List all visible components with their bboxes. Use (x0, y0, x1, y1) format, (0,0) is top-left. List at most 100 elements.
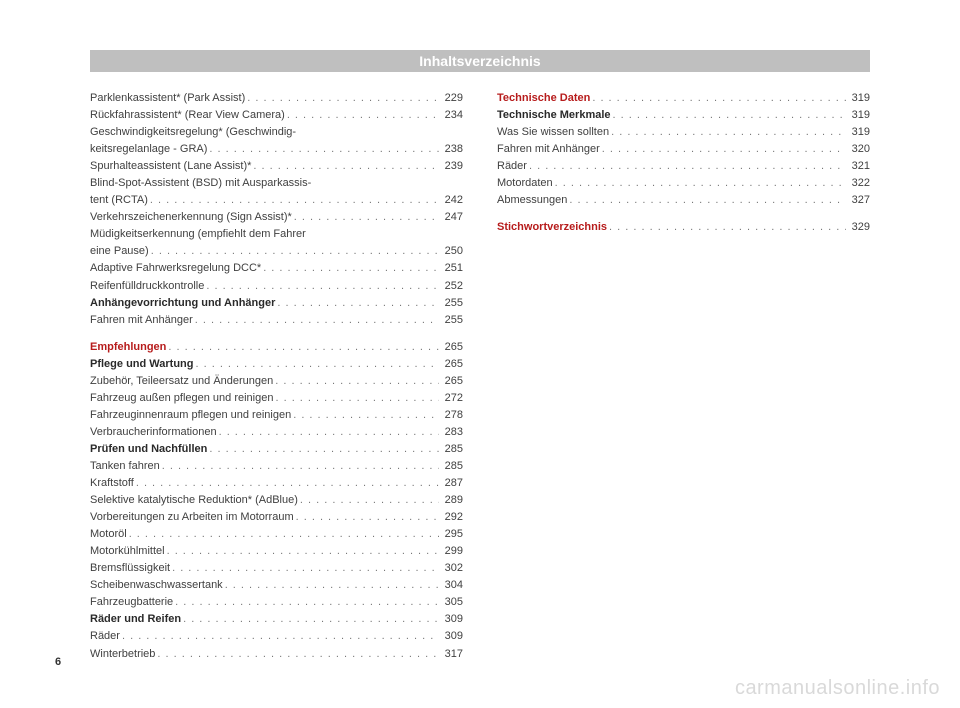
toc-entry: Verbraucherinformationen . . . . . . . .… (90, 424, 463, 441)
toc-entry-label: Motorkühlmittel (90, 543, 165, 560)
toc-dots: . . . . . . . . . . . . . . . . . . . . … (527, 158, 846, 175)
watermark: carmanualsonline.info (735, 677, 940, 700)
toc-entry: Was Sie wissen sollten . . . . . . . . .… (497, 124, 870, 141)
toc-entry: Rückfahrassistent* (Rear View Camera) . … (90, 107, 463, 124)
toc-entry-label: Adaptive Fahrwerksregelung DCC* (90, 260, 261, 277)
toc-dots: . . . . . . . . . . . . . . . . . . . . … (170, 560, 439, 577)
toc-entry: Scheibenwaschwassertank . . . . . . . . … (90, 577, 463, 594)
toc-page-number: 317 (439, 646, 463, 663)
toc-entry: Anhängevorrichtung und Anhänger . . . . … (90, 295, 463, 312)
toc-page-number: 238 (439, 141, 463, 158)
toc-dots: . . . . . . . . . . . . . . . . . . . . … (567, 192, 845, 209)
toc-page-number: 319 (846, 107, 870, 124)
toc-page-number: 309 (439, 611, 463, 628)
toc-page-number: 289 (439, 492, 463, 509)
toc-page-number: 299 (439, 543, 463, 560)
toc-entry-label: Technische Daten (497, 90, 590, 107)
toc-entry: Motorkühlmittel . . . . . . . . . . . . … (90, 543, 463, 560)
toc-dots: . . . . . . . . . . . . . . . . . . . . … (273, 373, 438, 390)
toc-page-number: 255 (439, 312, 463, 329)
toc-dots: . . . . . . . . . . . . . . . . . . . . … (609, 124, 846, 141)
toc-dots: . . . . . . . . . . . . . . . . . . . . … (273, 390, 438, 407)
toc-dots: . . . . . . . . . . . . . . . . . . . . … (207, 441, 438, 458)
toc-entry-label: Fahrzeuginnenraum pflegen und reinigen (90, 407, 291, 424)
toc-dots: . . . . . . . . . . . . . . . . . . . . … (166, 339, 438, 356)
toc-entry: Zubehör, Teileersatz und Änderungen . . … (90, 373, 463, 390)
toc-page-number: 295 (439, 526, 463, 543)
toc-entry: Fahren mit Anhänger . . . . . . . . . . … (497, 141, 870, 158)
toc-dots: . . . . . . . . . . . . . . . . . . . . … (291, 407, 438, 424)
toc-entry: Räder und Reifen . . . . . . . . . . . .… (90, 611, 463, 628)
toc-entry-label: Selektive katalytische Reduktion* (AdBlu… (90, 492, 298, 509)
toc-entry: Müdigkeitserkennung (empfiehlt dem Fahre… (90, 226, 463, 260)
toc-entry-label: Müdigkeitserkennung (empfiehlt dem Fahre… (90, 226, 463, 243)
toc-dots: . . . . . . . . . . . . . . . . . . . . … (261, 260, 438, 277)
toc-entry-label: Prüfen und Nachfüllen (90, 441, 207, 458)
toc-dots: . . . . . . . . . . . . . . . . . . . . … (165, 543, 439, 560)
toc-entry-label: Räder (90, 628, 120, 645)
toc-page-number: 285 (439, 441, 463, 458)
toc-entry: Technische Daten . . . . . . . . . . . .… (497, 90, 870, 107)
toc-entry-label: Rückfahrassistent* (Rear View Camera) (90, 107, 285, 124)
toc-column-2: Technische Daten . . . . . . . . . . . .… (497, 90, 870, 663)
toc-entry: Vorbereitungen zu Arbeiten im Motorraum … (90, 509, 463, 526)
toc-dots: . . . . . . . . . . . . . . . . . . . . … (251, 158, 438, 175)
toc-page-number: 287 (439, 475, 463, 492)
toc-entry-label: Fahren mit Anhänger (497, 141, 600, 158)
toc-entry-label: Geschwindigkeitsregelung* (Geschwindig- (90, 124, 463, 141)
toc-entry: Prüfen und Nachfüllen . . . . . . . . . … (90, 441, 463, 458)
toc-page-number: 327 (846, 192, 870, 209)
toc-entry-label: Winterbetrieb (90, 646, 155, 663)
toc-entry-label: Räder und Reifen (90, 611, 181, 628)
toc-entry-label: Motoröl (90, 526, 127, 543)
toc-entry-label: Zubehör, Teileersatz und Änderungen (90, 373, 273, 390)
toc-dots: . . . . . . . . . . . . . . . . . . . . … (298, 492, 439, 509)
toc-entry: Tanken fahren . . . . . . . . . . . . . … (90, 458, 463, 475)
toc-dots: . . . . . . . . . . . . . . . . . . . . … (223, 577, 439, 594)
toc-dots: . . . . . . . . . . . . . . . . . . . . … (607, 219, 846, 236)
document-page: Inhaltsverzeichnis Parklenkassistent* (P… (0, 0, 960, 708)
toc-entry-label: keitsregelanlage - GRA) (90, 141, 207, 158)
toc-dots: . . . . . . . . . . . . . . . . . . . . … (204, 278, 438, 295)
toc-page-number: 251 (439, 260, 463, 277)
toc-entry: Adaptive Fahrwerksregelung DCC* . . . . … (90, 260, 463, 277)
toc-entry-label: Abmessungen (497, 192, 567, 209)
toc-page-number: 292 (439, 509, 463, 526)
toc-page-number: 265 (439, 356, 463, 373)
toc-entry-label: Verbraucherinformationen (90, 424, 217, 441)
toc-dots: . . . . . . . . . . . . . . . . . . . . … (193, 356, 438, 373)
toc-dots: . . . . . . . . . . . . . . . . . . . . … (120, 628, 439, 645)
toc-entry: Fahrzeug außen pflegen und reinigen . . … (90, 390, 463, 407)
toc-dots: . . . . . . . . . . . . . . . . . . . . … (294, 509, 439, 526)
toc-page-number: 329 (846, 219, 870, 236)
toc-entry-label: Vorbereitungen zu Arbeiten im Motorraum (90, 509, 294, 526)
toc-entry-label: Motordaten (497, 175, 553, 192)
toc-page-number: 321 (846, 158, 870, 175)
toc-entry-label: Empfehlungen (90, 339, 166, 356)
toc-page-number: 320 (846, 141, 870, 158)
toc-page-number: 239 (439, 158, 463, 175)
toc-dots: . . . . . . . . . . . . . . . . . . . . … (155, 646, 438, 663)
toc-page-number: 242 (439, 192, 463, 209)
toc-entry-label: Anhängevorrichtung und Anhänger (90, 295, 275, 312)
toc-entry-label: Stichwortverzeichnis (497, 219, 607, 236)
toc-dots: . . . . . . . . . . . . . . . . . . . . … (275, 295, 438, 312)
toc-entry-label: Technische Merkmale (497, 107, 611, 124)
toc-dots: . . . . . . . . . . . . . . . . . . . . … (173, 594, 438, 611)
toc-page-number: 285 (439, 458, 463, 475)
toc-entry: Verkehrszeichenerkennung (Sign Assist)* … (90, 209, 463, 226)
toc-dots: . . . . . . . . . . . . . . . . . . . . … (553, 175, 846, 192)
toc-page-number: 322 (846, 175, 870, 192)
toc-page-number: 229 (439, 90, 463, 107)
toc-entry-label: tent (RCTA) (90, 192, 148, 209)
toc-entry: Bremsflüssigkeit . . . . . . . . . . . .… (90, 560, 463, 577)
toc-entry: Fahrzeuginnenraum pflegen und reinigen .… (90, 407, 463, 424)
toc-entry-label: Reifenfülldruckkontrolle (90, 278, 204, 295)
toc-entry: Fahrzeugbatterie . . . . . . . . . . . .… (90, 594, 463, 611)
toc-dots: . . . . . . . . . . . . . . . . . . . . … (127, 526, 439, 543)
toc-dots: . . . . . . . . . . . . . . . . . . . . … (590, 90, 845, 107)
toc-page-number: 234 (439, 107, 463, 124)
page-title: Inhaltsverzeichnis (90, 50, 870, 72)
toc-entry-label: Kraftstoff (90, 475, 134, 492)
toc-page-number: 319 (846, 90, 870, 107)
